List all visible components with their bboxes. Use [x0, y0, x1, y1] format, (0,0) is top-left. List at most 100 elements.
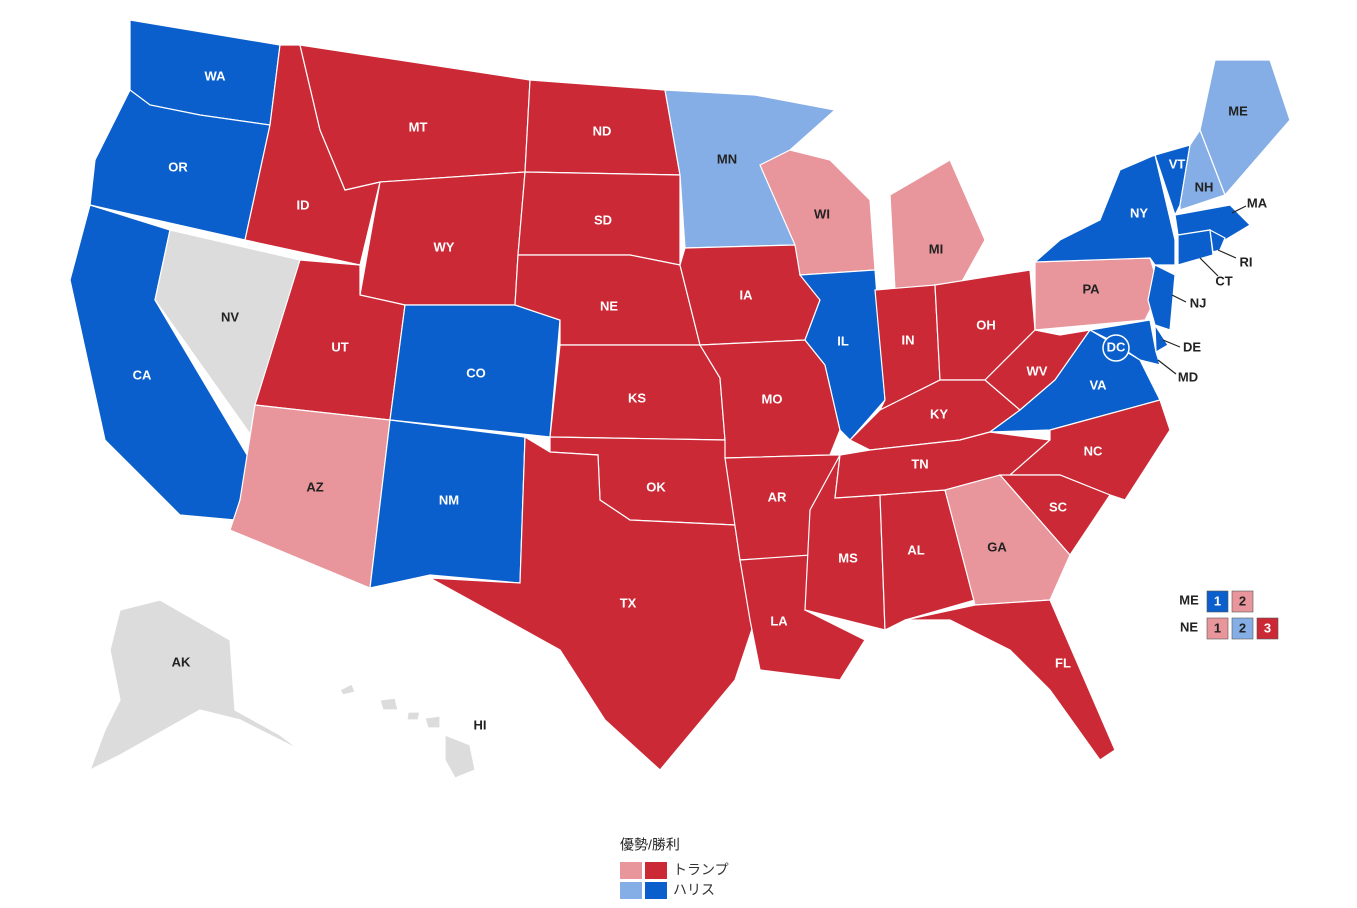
state-label: NJ — [1190, 295, 1207, 310]
state-label: NC — [1084, 443, 1103, 458]
leader-line — [1199, 257, 1219, 277]
state-label: OH — [976, 317, 996, 332]
state-label: WV — [1027, 363, 1048, 378]
state-label: ID — [297, 197, 310, 212]
district-state: ME — [1179, 592, 1199, 607]
state-label: PA — [1082, 281, 1100, 296]
state-label: HI — [474, 717, 487, 732]
legend-swatch — [645, 882, 667, 899]
state-shape — [424, 715, 441, 729]
state-shape — [1033, 154, 1176, 266]
state-label: VT — [1169, 156, 1186, 171]
state-label: SC — [1049, 499, 1068, 514]
state-label: TN — [911, 456, 928, 471]
state-shape — [406, 711, 421, 721]
state-label: DC — [1107, 339, 1126, 354]
state-shape — [444, 734, 476, 779]
states: WA OR CA NV ID MT WY UT AZ CO NM ND SD NE KS OK TX MN IA MO… — [69, 19, 1291, 779]
state-label: NH — [1195, 179, 1214, 194]
district-box — [1206, 590, 1229, 613]
state-label: OK — [646, 479, 666, 494]
state-label: NE — [600, 298, 618, 313]
state-label: AZ — [306, 479, 323, 494]
state-shape — [229, 404, 391, 589]
legend-swatch — [620, 862, 642, 879]
district-label: 3 — [1264, 620, 1271, 635]
state-label: NM — [439, 492, 459, 507]
state-label: KY — [930, 406, 948, 421]
state-shape — [339, 683, 356, 696]
district-box — [1231, 617, 1254, 640]
state-label: ND — [593, 123, 612, 138]
district-box — [1206, 617, 1229, 640]
state-label: NV — [221, 309, 239, 324]
state-shape — [1154, 322, 1169, 354]
state-label: FL — [1055, 655, 1071, 670]
legend-swatch — [620, 882, 642, 899]
district-label: 1 — [1214, 620, 1221, 635]
state-label: KS — [628, 390, 646, 405]
state-label: LA — [770, 613, 788, 628]
legend-title: 優勢/勝利 — [620, 837, 680, 853]
leader-line — [1171, 294, 1187, 303]
state-label: MA — [1247, 195, 1268, 210]
state-label: MD — [1178, 369, 1198, 384]
state-shape — [904, 599, 1116, 761]
state-label: WY — [434, 239, 455, 254]
state-label: AR — [768, 489, 787, 504]
district-box — [1256, 617, 1279, 640]
state-label: MO — [762, 391, 783, 406]
district-label: 1 — [1214, 593, 1221, 608]
district-label: 2 — [1239, 593, 1246, 608]
state-label: CT — [1215, 273, 1232, 288]
state-label: SD — [594, 212, 612, 227]
legend-label: トランプ — [673, 862, 729, 878]
state-shape — [88, 599, 301, 772]
state-label: MT — [409, 119, 428, 134]
leader-line — [1162, 339, 1181, 348]
state-label: CA — [133, 367, 152, 382]
leader-line — [1231, 205, 1247, 214]
state-shape — [1147, 264, 1176, 331]
state-shape — [429, 435, 756, 771]
state-shape — [759, 149, 876, 276]
state-label: UT — [331, 339, 348, 354]
leader-lines — [1157, 205, 1247, 375]
legend-label: ハリス — [673, 882, 715, 898]
district-label: 2 — [1239, 620, 1246, 635]
district-boxes: ME 1 2 NE 1 2 3 — [1179, 590, 1279, 640]
state-shape — [1177, 229, 1214, 266]
state-label: RI — [1240, 254, 1253, 269]
state-label: ME — [1228, 103, 1248, 118]
state-shape — [389, 304, 561, 438]
state-shape — [889, 159, 986, 291]
state-shape — [1199, 59, 1291, 197]
leader-line — [1217, 249, 1237, 259]
state-label: GA — [987, 539, 1007, 554]
district-state: NE — [1180, 619, 1198, 634]
state-label: AL — [907, 542, 924, 557]
state-label: DE — [1183, 339, 1201, 354]
state-shape — [944, 474, 1071, 606]
state-label: IL — [837, 333, 849, 348]
state-marker — [1102, 334, 1130, 362]
state-label: WA — [205, 68, 227, 83]
state-label: CO — [466, 365, 486, 380]
district-box — [1231, 590, 1254, 613]
state-label: MN — [717, 151, 737, 166]
state-shape — [1209, 228, 1226, 253]
state-label: MS — [838, 550, 858, 565]
state-label: IN — [902, 332, 915, 347]
state-label: AK — [172, 654, 191, 669]
leader-line — [1157, 359, 1177, 375]
state-label: MI — [929, 241, 943, 256]
state-label: NY — [1130, 205, 1148, 220]
state-shape — [89, 89, 271, 241]
state-label: WI — [814, 206, 830, 221]
state-shape — [379, 697, 399, 711]
state-label: VA — [1089, 377, 1107, 392]
state-label: TX — [620, 595, 637, 610]
state-label: IA — [740, 287, 754, 302]
